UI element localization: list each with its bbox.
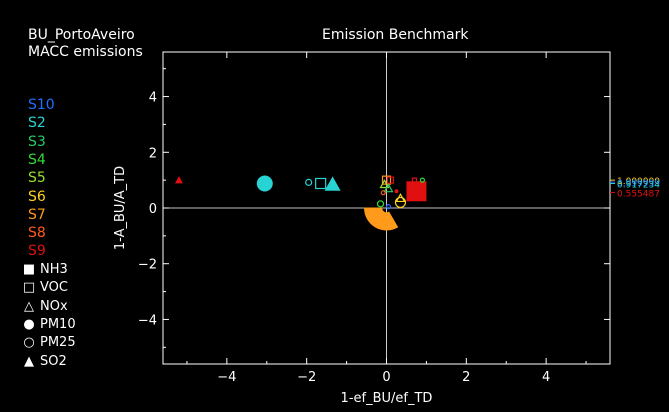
marker-legend-so2: ▲ SO2 — [22, 354, 67, 369]
marker-legend-voc: □ VOC — [22, 280, 68, 295]
y-tick-label: 2 — [149, 146, 157, 161]
x-tick-label: 2 — [462, 370, 470, 385]
data-point-circle-open — [380, 190, 386, 196]
data-point-square-open — [411, 177, 418, 183]
data-point-square-filled — [406, 181, 427, 202]
right-value-label: 0.555487 — [617, 189, 660, 199]
data-point-triangle-open — [383, 183, 394, 193]
y-tick-label: 4 — [149, 91, 157, 106]
marker-label: NH3 — [40, 262, 68, 277]
data-point-circle-open — [419, 177, 426, 183]
sector-legend-s6: S6 — [28, 188, 46, 205]
data-point-triangle-filled — [174, 176, 183, 184]
data-point-triangle-filled — [324, 176, 341, 191]
sector-legend-s5: S5 — [28, 170, 46, 187]
data-point-triangle-open — [379, 179, 390, 189]
data-point-circle-open — [394, 196, 407, 209]
marker-legend-nox: △ NOx — [22, 299, 68, 314]
marker-label: PM10 — [40, 316, 76, 332]
marker-symbol-icon: ● — [23, 316, 35, 332]
right-value-label: 1.000000 — [617, 177, 660, 187]
data-point-circle-open — [305, 178, 313, 186]
sector-legend-s7: S7 — [28, 206, 46, 223]
header-title-left-2: MACC emissions — [28, 44, 143, 60]
data-point-square-open — [315, 177, 327, 190]
marker-label: SO2 — [40, 353, 67, 369]
wedge-sector — [364, 207, 399, 231]
sector-legend-s8: S8 — [28, 225, 46, 242]
x-tick-label: 0 — [382, 370, 390, 385]
sector-legend-s3: S3 — [28, 133, 46, 150]
marker-label: PM25 — [40, 335, 76, 351]
data-point-circle-open — [376, 200, 385, 208]
marker-symbol-icon: ■ — [22, 262, 36, 277]
sector-legend-s4: S4 — [28, 151, 46, 168]
data-point-circle-filled — [394, 189, 399, 194]
y-tick-label: −2 — [138, 258, 157, 273]
data-point-circle-open — [385, 204, 392, 210]
header-title-left-1: BU_PortoAveiro — [28, 27, 135, 43]
chart-title: Emission Benchmark — [322, 27, 469, 43]
x-tick-label: −4 — [217, 370, 236, 385]
x-tick-label: −2 — [297, 370, 316, 385]
right-value-label: 0.999999 — [617, 179, 660, 189]
data-point-circle-filled — [256, 175, 273, 192]
marker-label: VOC — [40, 280, 68, 296]
marker-legend-nh3: ■ NH3 — [22, 262, 68, 277]
marker-legend-pm10: ● PM10 — [22, 316, 76, 332]
x-axis-label: 1-ef_BU/ef_TD — [341, 391, 433, 406]
marker-label: NOx — [40, 298, 68, 314]
marker-symbol-icon: ○ — [23, 335, 35, 351]
y-axis-label: 1-A_BU/A_TD — [113, 166, 128, 250]
marker-legend-pm25: ○ PM25 — [22, 335, 76, 351]
right-value-label: 0.917234 — [617, 180, 660, 190]
y-tick-label: −4 — [138, 313, 157, 328]
data-point-square-open — [386, 176, 395, 184]
marker-symbol-icon: □ — [22, 280, 36, 296]
y-tick-label: 0 — [149, 202, 157, 217]
sector-legend-s9: S9 — [28, 243, 46, 260]
marker-symbol-icon: △ — [24, 298, 34, 314]
sector-legend-s2: S2 — [28, 115, 46, 132]
marker-symbol-icon: ▲ — [24, 353, 34, 369]
x-tick-label: 4 — [542, 370, 550, 385]
sector-legend-s10: S10 — [28, 97, 55, 113]
